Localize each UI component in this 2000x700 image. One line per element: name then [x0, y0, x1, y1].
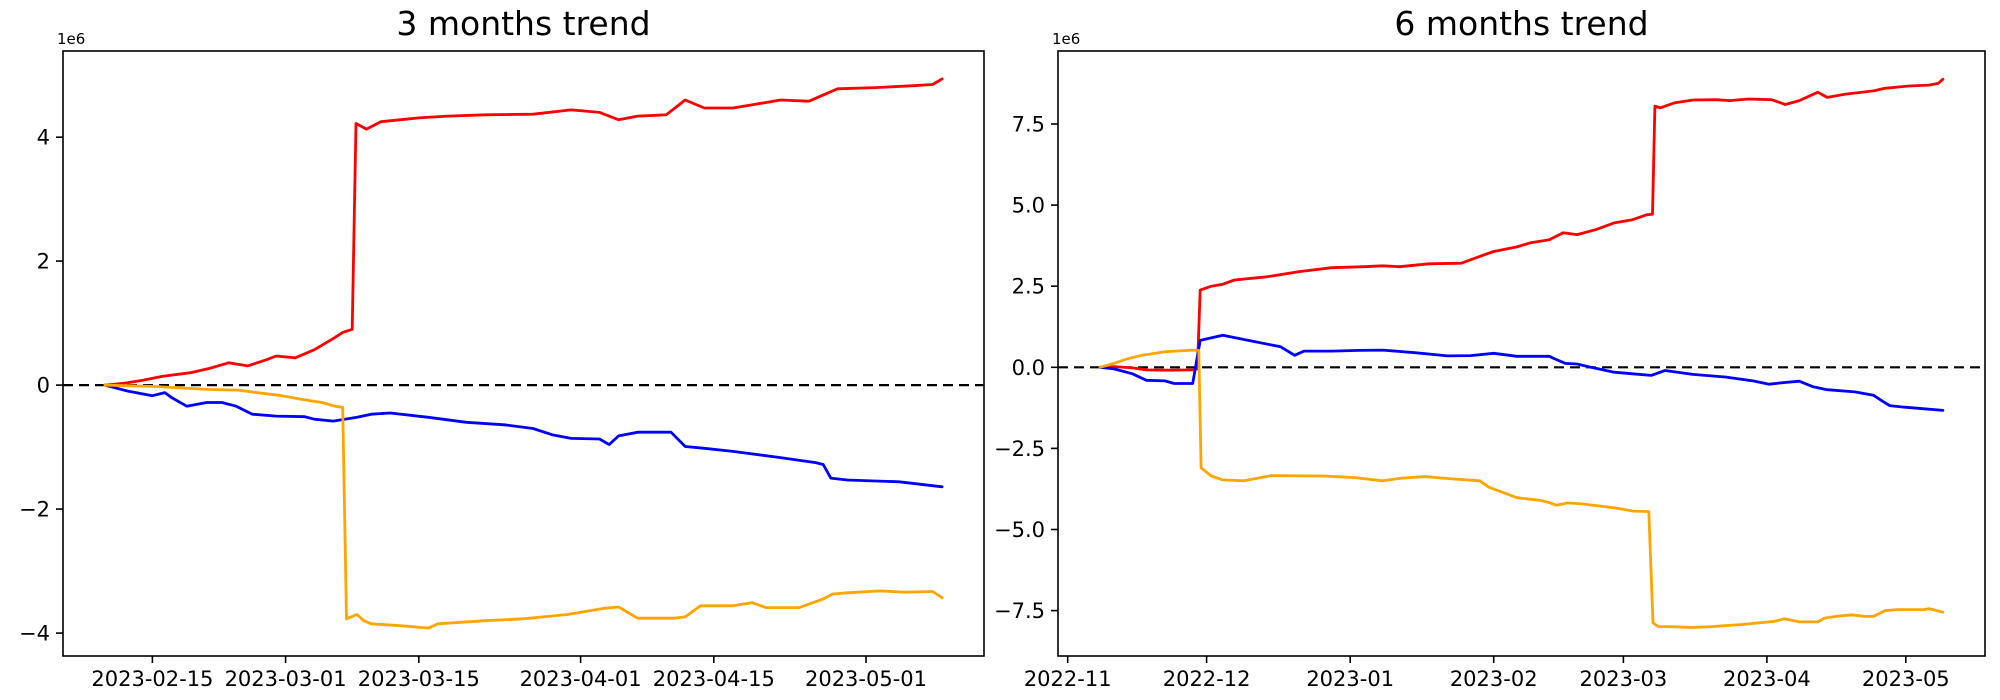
x-tick-label: 2023-05-01 [805, 667, 927, 691]
x-tick-label: 2023-02-15 [91, 667, 213, 691]
y-tick-label: 7.5 [1012, 113, 1045, 137]
x-tick-label: 2023-02 [1450, 667, 1538, 691]
y-axis-offset-label: 1e6 [1052, 30, 1080, 48]
x-tick-label: 2022-12 [1163, 667, 1251, 691]
series-line-blue [103, 383, 944, 489]
chart-title-3-months: 3 months trend [396, 4, 651, 43]
x-tick-label: 2023-01 [1306, 667, 1394, 691]
x-tick-label: 2023-03-15 [358, 667, 480, 691]
plot-area-1: 2022-11 2022-12 2023-01 2023-02 2023-03 2023-… [994, 30, 1986, 691]
x-tick-label: 2023-03-01 [225, 667, 347, 691]
x-tick-label: 2023-04 [1723, 667, 1811, 691]
x-tick-label: 2023-04-15 [653, 667, 775, 691]
y-tick-label: −5.0 [994, 518, 1045, 542]
series-line-orange [103, 383, 944, 630]
x-tick-label: 2023-03 [1580, 667, 1668, 691]
plot-border [1057, 50, 1986, 657]
y-axis-offset-label: 1e6 [57, 30, 85, 48]
y-tick-label: 5.0 [1012, 194, 1045, 218]
y-tick-label: 0.0 [1012, 356, 1045, 380]
y-tick-label: 2.5 [1012, 275, 1045, 299]
y-tick-label: −4 [19, 622, 50, 646]
plot-border [62, 50, 985, 657]
x-tick-label: 2023-05 [1862, 667, 1950, 691]
y-tick-label: −2.5 [994, 437, 1045, 461]
y-tick-label: 4 [37, 126, 50, 150]
x-tick-label: 2022-11 [1024, 667, 1112, 691]
series-line-red [1098, 77, 1945, 372]
x-tick-label: 2023-04-01 [520, 667, 642, 691]
y-tick-label: −7.5 [994, 599, 1045, 623]
plot-area-0: 2023-02-15 2023-03-01 2023-03-15 2023-04-01… [19, 30, 985, 691]
series-line-blue [1098, 333, 1945, 412]
chart-title-6-months: 6 months trend [1394, 4, 1649, 43]
series-line-orange [1098, 348, 1945, 629]
series-line-red [103, 77, 944, 387]
y-tick-label: 2 [37, 250, 50, 274]
y-tick-label: 0 [37, 374, 50, 398]
y-tick-label: −2 [19, 498, 50, 522]
